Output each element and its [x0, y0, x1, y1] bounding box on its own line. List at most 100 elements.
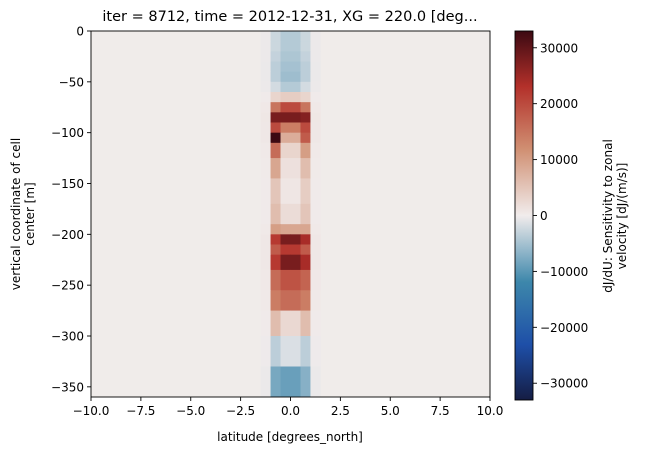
heatmap-cell — [280, 224, 291, 235]
colorbar-tick-label: 0 — [540, 209, 548, 223]
heatmap-cell — [280, 71, 291, 83]
y-tick-label: −150 — [51, 177, 84, 191]
heatmap-cell — [290, 269, 301, 291]
heatmap-cell — [270, 336, 281, 367]
y-axis-label-line-2: center [m] — [23, 182, 37, 245]
heatmap-cell — [270, 290, 281, 311]
heatmap-cell — [260, 224, 271, 235]
heatmap-cell — [280, 92, 291, 103]
heatmap-cell — [260, 366, 271, 397]
heatmap-cell — [260, 122, 271, 134]
heatmap-cell — [280, 158, 291, 179]
colorbar — [514, 30, 534, 401]
heatmap-cell — [300, 71, 311, 83]
heatmap-cell — [290, 366, 301, 397]
heatmap-cell — [270, 178, 281, 205]
y-tick-label: −100 — [51, 126, 84, 140]
heatmap-cell — [270, 366, 281, 397]
colorbar-tick-label: −20000 — [540, 321, 588, 335]
x-tick-label: −10.0 — [73, 404, 110, 418]
heatmap-cell — [270, 92, 281, 103]
heatmap-cell — [290, 203, 301, 225]
heatmap-cell — [260, 41, 271, 52]
heatmap-cell — [310, 102, 321, 113]
heatmap-cell — [280, 310, 291, 337]
colorbar-label: dJ/dU: Sensitivity to zonal velocity [dJ… — [601, 139, 629, 293]
heatmap-cell — [300, 310, 311, 337]
heatmap-cell — [290, 92, 301, 103]
heatmap-cell — [300, 178, 311, 205]
heatmap-cell — [290, 244, 301, 256]
heatmap-cell — [310, 132, 321, 144]
colorbar-tick-label: 10000 — [540, 153, 578, 167]
heatmap-cell — [280, 142, 291, 159]
heatmap-cell — [270, 122, 281, 134]
heatmap-cell — [280, 244, 291, 256]
heatmap-cell — [290, 234, 301, 245]
chart-title: iter = 8712, time = 2012-12-31, XG = 220… — [102, 9, 477, 25]
colorbar-tick-label: 30000 — [540, 41, 578, 55]
heatmap-cell — [290, 71, 301, 83]
heatmap-cell — [290, 132, 301, 144]
heatmap-cell — [310, 366, 321, 397]
heatmap-cell — [300, 158, 311, 179]
colorbar-label-line-1: dJ/dU: Sensitivity to zonal — [601, 139, 615, 293]
heatmap-cell — [270, 132, 281, 144]
heatmap-cell — [280, 203, 291, 225]
colorbar-tick-label: −30000 — [540, 377, 588, 391]
heatmap-cell — [290, 178, 301, 205]
heatmap-cell — [270, 203, 281, 225]
heatmap-cell — [310, 224, 321, 235]
heatmap-cell — [310, 61, 321, 73]
heatmap-cell — [260, 254, 271, 271]
x-tick-label: 0.0 — [281, 404, 300, 418]
heatmap-cell — [260, 142, 271, 159]
colorbar-tick-label: −10000 — [540, 265, 588, 279]
heatmap-cell — [290, 102, 301, 113]
heatmap-cell — [310, 51, 321, 62]
heatmap-cell — [260, 71, 271, 83]
heatmap-cell — [310, 254, 321, 271]
heatmap-cell — [310, 71, 321, 83]
heatmap-cell — [310, 178, 321, 205]
heatmap-cell — [290, 51, 301, 62]
heatmap-cell — [300, 92, 311, 103]
heatmap-cell — [260, 234, 271, 245]
x-axis-label: latitude [degrees_north] — [217, 430, 363, 444]
heatmap-cell — [310, 142, 321, 159]
heatmap-cell — [300, 122, 311, 134]
heatmap-cell — [300, 142, 311, 159]
heatmap-cell — [280, 122, 291, 134]
heatmap-cell — [310, 336, 321, 367]
heatmap-cell — [270, 41, 281, 52]
y-tick-label: −250 — [51, 279, 84, 293]
heatmap-cell — [300, 336, 311, 367]
x-tick-label: 2.5 — [331, 404, 350, 418]
heatmap-cell — [300, 41, 311, 52]
heatmap-cell — [310, 269, 321, 291]
y-axis-label: vertical coordinate of cell center [m] — [9, 138, 37, 290]
heatmap-cell — [280, 112, 291, 123]
heatmap-cell — [280, 41, 291, 52]
colorbar-label-line-2: velocity [dJ/(m/s)] — [615, 163, 629, 270]
heatmap-cell — [310, 112, 321, 123]
heatmap-cell — [310, 41, 321, 52]
heatmap-cell — [280, 269, 291, 291]
colorbar-ticks: 30000 20000 10000 0 −10000 −20000 −30000 — [533, 41, 588, 391]
heatmap-cell — [300, 102, 311, 113]
heatmap-cell — [280, 336, 291, 367]
heatmap-cell — [290, 336, 301, 367]
heatmap-cell — [300, 269, 311, 291]
heatmap-cell — [260, 203, 271, 225]
heatmap-cell — [300, 254, 311, 271]
x-tick-label: 7.5 — [431, 404, 450, 418]
heatmap-cell — [300, 234, 311, 245]
heatmap-cell — [260, 132, 271, 144]
heatmap-cell — [310, 158, 321, 179]
heatmap-cell — [270, 158, 281, 179]
heatmap-cell — [300, 61, 311, 73]
x-tick-label: −5.0 — [176, 404, 205, 418]
heatmap-cell — [310, 310, 321, 337]
heatmap-cell — [260, 51, 271, 62]
heatmap-cell — [300, 203, 311, 225]
